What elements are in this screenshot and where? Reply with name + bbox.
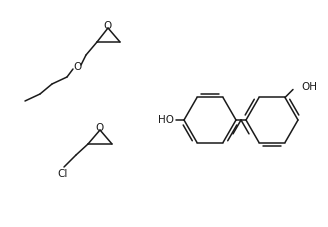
Text: HO: HO — [158, 115, 174, 125]
Text: O: O — [104, 21, 112, 31]
Text: O: O — [73, 62, 81, 72]
Text: O: O — [96, 123, 104, 133]
Text: Cl: Cl — [58, 169, 68, 179]
Text: OH: OH — [301, 82, 317, 92]
